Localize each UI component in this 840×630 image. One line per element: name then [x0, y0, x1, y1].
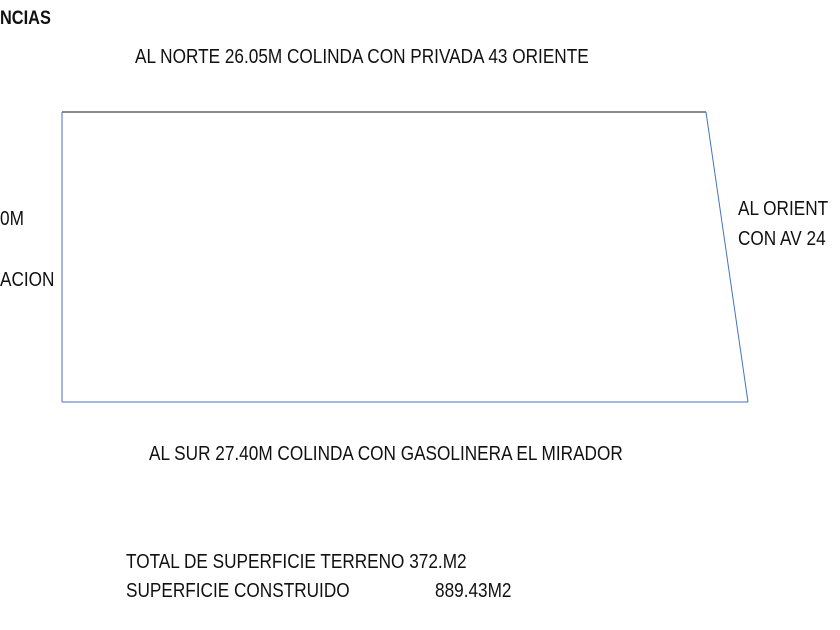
construido-label: SUPERFICIE CONSTRUIDO	[126, 580, 350, 602]
north-boundary-label: AL NORTE 26.05M COLINDA CON PRIVADA 43 O…	[135, 46, 589, 68]
construido-value: 889.43M2	[435, 580, 512, 602]
west-boundary-label-2: ACION	[0, 269, 55, 291]
east-edge	[705, 111, 749, 403]
heading: NCIAS	[0, 8, 51, 29]
east-boundary-label-2: CON AV 24	[738, 228, 826, 250]
east-boundary-label-1: AL ORIENT	[738, 198, 829, 220]
south-boundary-label: AL SUR 27.40M COLINDA CON GASOLINERA EL …	[149, 443, 623, 465]
west-boundary-label-1: 0M	[0, 208, 24, 230]
total-terreno: TOTAL DE SUPERFICIE TERRENO 372.M2	[126, 551, 467, 573]
